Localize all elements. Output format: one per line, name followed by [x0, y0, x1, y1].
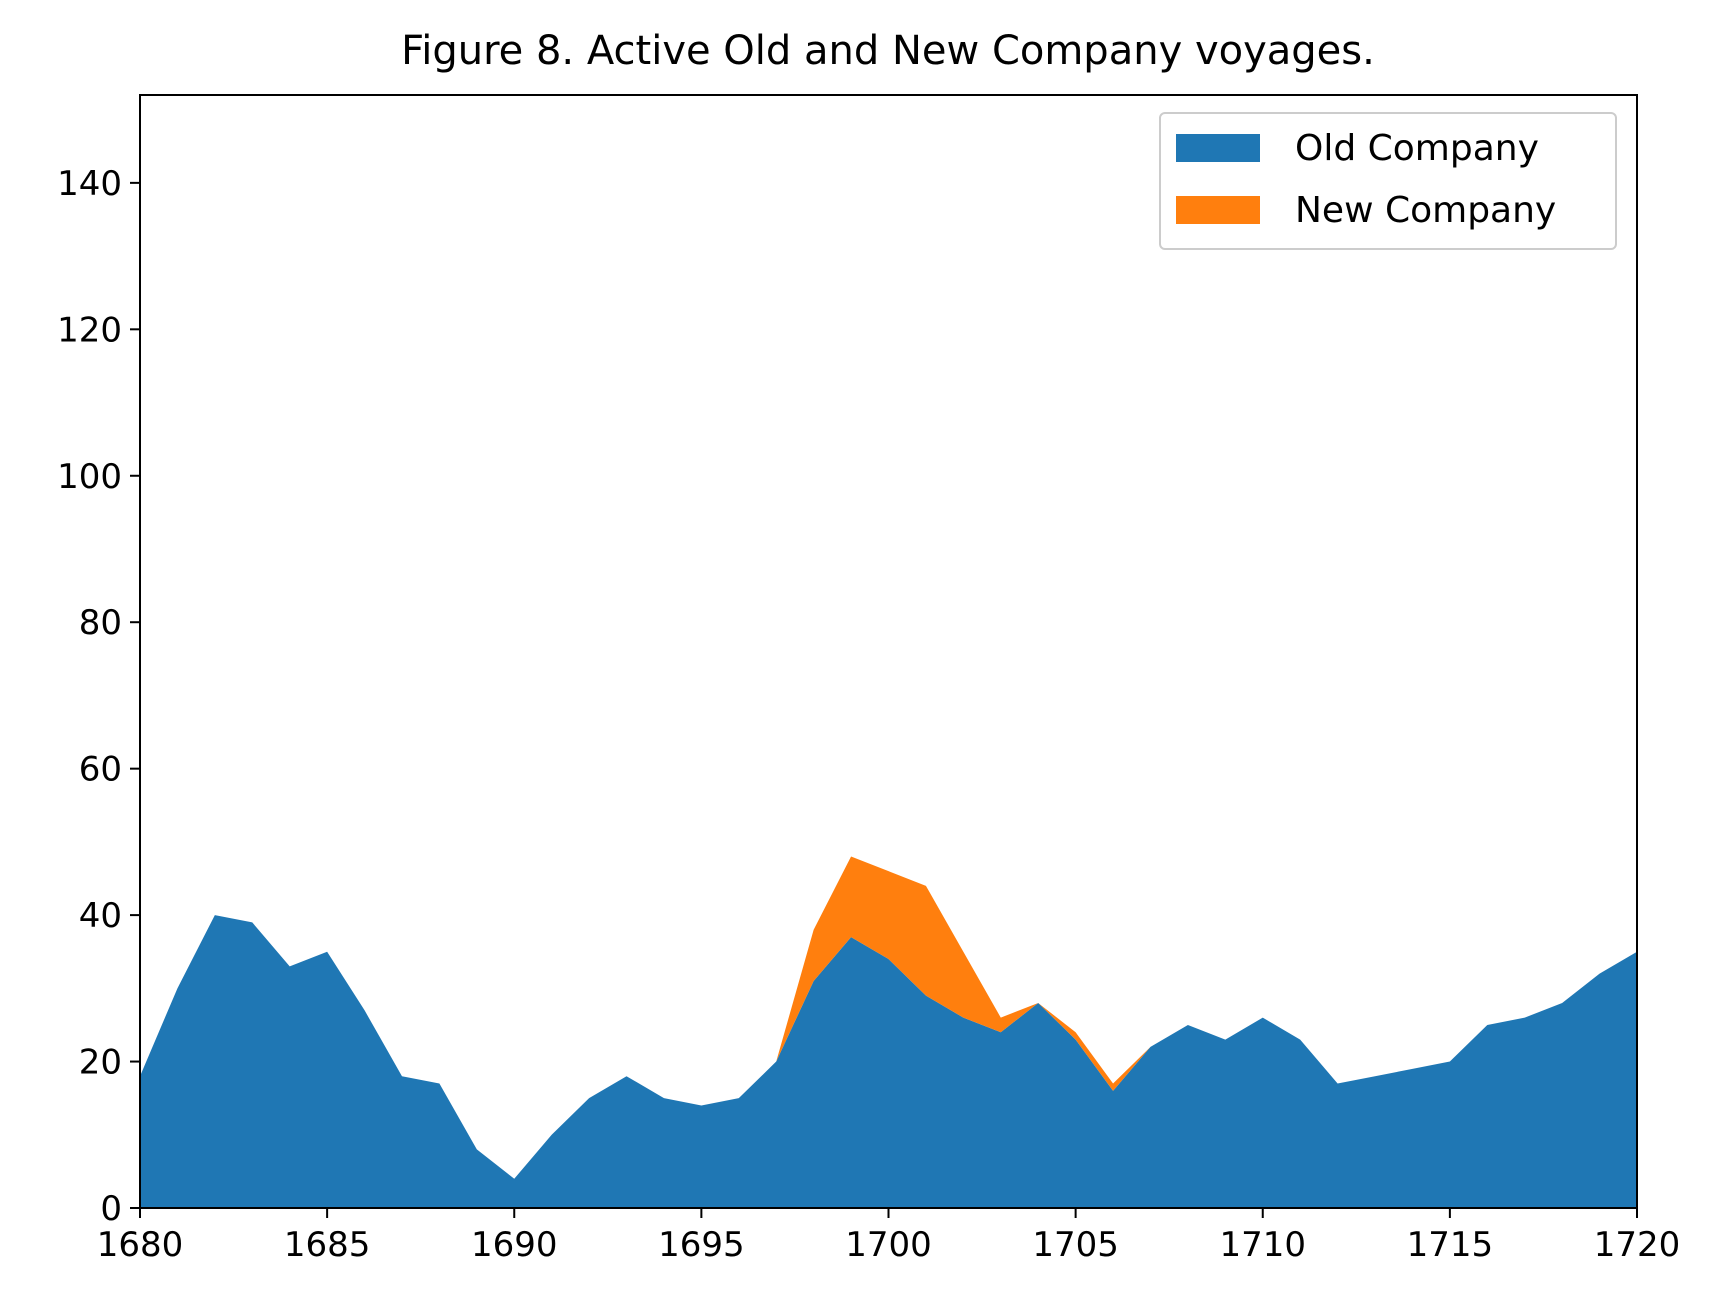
x-tick-label-1715: 1715 — [1407, 1225, 1494, 1265]
area-new-company — [140, 856, 1637, 1179]
x-tick-label-1680: 1680 — [97, 1225, 184, 1265]
x-tick-label-1690: 1690 — [471, 1225, 558, 1265]
x-tick-label-1700: 1700 — [845, 1225, 932, 1265]
x-tick-label-1720: 1720 — [1594, 1225, 1681, 1265]
x-tick-label-1705: 1705 — [1032, 1225, 1119, 1265]
legend-swatch-old-company — [1176, 134, 1260, 162]
y-tick-label-60: 60 — [79, 750, 122, 790]
axes: 1680 1685 1690 1695 1700 1705 1710 1715 1720 0 20 4… — [57, 164, 1680, 1265]
legend: Old Company New Company — [1159, 112, 1617, 250]
plot-areas — [140, 856, 1637, 1208]
y-tick-label-140: 140 — [57, 164, 122, 204]
y-tick-label-120: 120 — [57, 310, 122, 350]
x-tick-label-1685: 1685 — [284, 1225, 371, 1265]
x-tick-label-1695: 1695 — [658, 1225, 745, 1265]
x-tick-label-1710: 1710 — [1219, 1225, 1306, 1265]
y-tick-label-40: 40 — [79, 896, 122, 936]
area-old-company — [140, 915, 1637, 1208]
plot-frame — [139, 94, 1638, 1209]
y-tick-label-20: 20 — [79, 1043, 122, 1083]
legend-label-new-company: New Company — [1295, 190, 1556, 231]
legend-swatch-new-company — [1176, 196, 1260, 224]
legend-label-old-company: Old Company — [1295, 128, 1539, 169]
y-tick-label-100: 100 — [57, 457, 122, 497]
legend-box — [1159, 112, 1617, 250]
chart-title: Figure 8. Active Old and New Company voy… — [401, 28, 1375, 74]
y-tick-label-80: 80 — [79, 603, 122, 643]
y-tick-label-0: 0 — [100, 1189, 122, 1229]
